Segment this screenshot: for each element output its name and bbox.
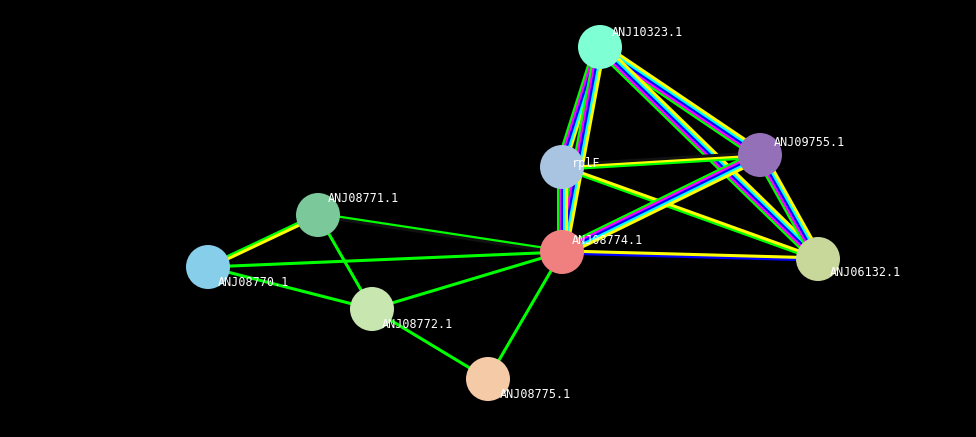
Text: rplF: rplF: [572, 156, 600, 170]
Circle shape: [540, 145, 584, 189]
Circle shape: [296, 193, 340, 237]
Text: ANJ08771.1: ANJ08771.1: [328, 193, 399, 205]
Circle shape: [186, 245, 230, 289]
Text: ANJ08774.1: ANJ08774.1: [572, 233, 643, 246]
Text: ANJ08770.1: ANJ08770.1: [218, 277, 289, 289]
Circle shape: [466, 357, 510, 401]
Text: ANJ08772.1: ANJ08772.1: [382, 319, 453, 332]
Text: ANJ10323.1: ANJ10323.1: [612, 27, 683, 39]
Circle shape: [738, 133, 782, 177]
Circle shape: [796, 237, 840, 281]
Circle shape: [350, 287, 394, 331]
Circle shape: [578, 25, 622, 69]
Text: ANJ06132.1: ANJ06132.1: [830, 267, 901, 280]
Text: ANJ08775.1: ANJ08775.1: [500, 388, 571, 402]
Circle shape: [540, 230, 584, 274]
Text: ANJ09755.1: ANJ09755.1: [774, 136, 845, 149]
